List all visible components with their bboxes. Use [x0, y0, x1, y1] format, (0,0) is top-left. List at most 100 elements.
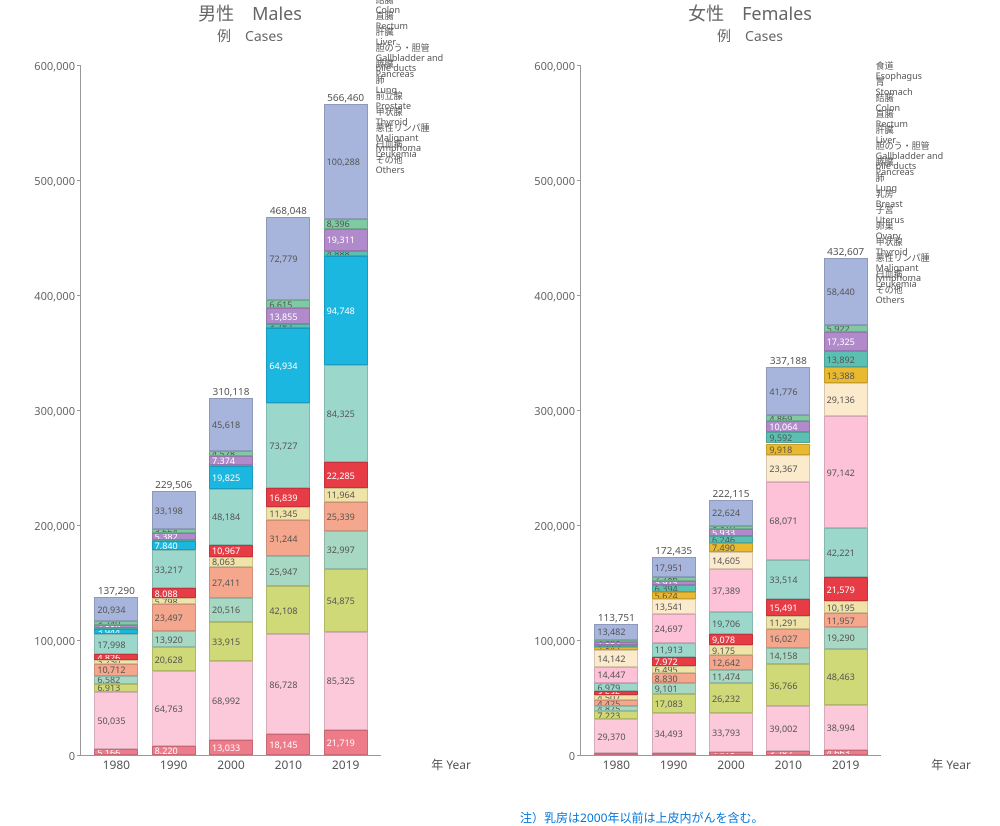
legend-esophagus: 食道Esophagus [876, 61, 922, 81]
y-tick-label: 300,000 [19, 404, 75, 419]
segment-lymphoma: 7,374 [209, 456, 253, 464]
segment-stomach: 38,994 [824, 705, 868, 750]
segment-colon: 36,766 [766, 664, 810, 706]
bar-total: 222,115 [709, 486, 753, 500]
segment-others: 45,618 [209, 398, 253, 450]
x-tick-label: 1980 [94, 756, 138, 773]
segment-rectum: 11,474 [709, 670, 753, 683]
segment-gall: 3,230 [94, 660, 138, 664]
y-tick-label: 500,000 [19, 174, 75, 189]
segment-breast: 97,142 [824, 416, 868, 528]
segment-others: 22,624 [709, 500, 753, 526]
segment-leukemia: 6,615 [266, 300, 310, 308]
y-tick-mark [577, 65, 581, 66]
segment-ovary: 7,490 [709, 543, 753, 552]
y-tick-mark [77, 295, 81, 296]
segment-others: 33,198 [152, 491, 196, 529]
segment-ovary: 13,388 [824, 367, 868, 382]
segment-others: 13,482 [594, 624, 638, 640]
segment-uterus: 14,142 [594, 650, 638, 666]
x-tick-label: 2000 [709, 756, 753, 773]
segment-stomach: 86,728 [266, 634, 310, 734]
segment-others: 58,440 [824, 258, 868, 325]
segment-others: 100,288 [324, 104, 368, 219]
stacked-bar: 3,28239,00236,76614,15816,02711,29115,49… [766, 367, 810, 755]
segment-gall: 10,195 [824, 601, 868, 613]
segment-prostate: 19,825 [209, 466, 253, 489]
bar-total: 337,188 [766, 353, 810, 367]
stacked-bar: 5,16650,0356,9136,58210,7123,2304,82617,… [94, 597, 138, 755]
y-tick-label: 400,000 [19, 289, 75, 304]
segment-thyroid: 13,892 [824, 351, 868, 367]
segment-colon: 54,875 [324, 569, 368, 632]
segment-lymphoma: 10,064 [766, 421, 810, 433]
segment-colon: 48,463 [824, 649, 868, 705]
segment-prostate: 64,934 [266, 328, 310, 403]
bar-total: 113,751 [594, 610, 638, 624]
panel-males: 男性 Males例 Cases0100,000200,000300,000400… [10, 0, 490, 800]
segment-liver: 16,027 [766, 629, 810, 647]
y-tick-label: 600,000 [19, 59, 75, 74]
segment-colon: 17,083 [652, 694, 696, 714]
panel-title: 男性 Males [10, 0, 490, 26]
segment-lymphoma: 3,915 [652, 581, 696, 586]
stacked-bar: 1,64034,49317,0839,1018,8306,4957,97211,… [652, 557, 696, 755]
y-tick-label: 500,000 [519, 174, 575, 189]
segment-gall: 6,495 [652, 666, 696, 673]
segment-lymphoma: 17,325 [824, 332, 868, 352]
segment-stomach: 33,793 [709, 713, 753, 752]
segment-gall: 5,798 [152, 598, 196, 605]
bar-total: 229,506 [152, 477, 196, 491]
chart-area: 0100,000200,000300,000400,000500,000600,… [80, 65, 381, 756]
segment-leukemia: 3,664 [152, 529, 196, 533]
segment-others: 17,951 [652, 557, 696, 578]
segment-esophagus: 18,145 [266, 734, 310, 755]
segment-colon: 42,108 [266, 586, 310, 634]
segment-stomach: 29,370 [594, 719, 638, 753]
stacked-bar: 2,41833,79326,23211,47412,6429,1759,0781… [709, 500, 753, 755]
segment-pancreas: 7,972 [652, 657, 696, 666]
segment-leukemia: 4,578 [209, 451, 253, 456]
x-tick-label: 2019 [824, 756, 868, 773]
segment-liver: 31,244 [266, 520, 310, 556]
segment-liver: 8,830 [652, 673, 696, 683]
y-tick-mark [577, 410, 581, 411]
segment-pancreas: 10,967 [209, 545, 253, 558]
y-tick-label: 100,000 [19, 634, 75, 649]
segment-esophagus: 5,166 [94, 749, 138, 755]
segment-thyroid: 6,394 [652, 585, 696, 592]
y-tick-label: 100,000 [519, 634, 575, 649]
segment-stomach: 39,002 [766, 706, 810, 751]
panel-females: 女性 Females例 Cases0100,000200,000300,0004… [510, 0, 990, 800]
y-tick-label: 200,000 [19, 519, 75, 534]
panel-subtitle: 例 Cases [510, 26, 990, 46]
segment-colon: 20,628 [152, 647, 196, 671]
segment-colon: 6,913 [94, 684, 138, 692]
stacked-bar: 4,66338,99448,46319,29011,95710,19521,57… [824, 258, 868, 755]
stacked-bar: 18,14586,72842,10825,94731,24411,34516,8… [266, 217, 310, 755]
segment-others: 20,934 [94, 597, 138, 621]
segment-pancreas: 22,285 [324, 462, 368, 488]
segment-stomach: 50,035 [94, 692, 138, 750]
segment-rectum: 25,947 [266, 556, 310, 586]
segment-prostate: 94,748 [324, 256, 368, 365]
segment-colon: 33,915 [209, 622, 253, 661]
y-tick-mark [77, 180, 81, 181]
segment-lung: 19,706 [709, 612, 753, 635]
y-tick-mark [77, 65, 81, 66]
segment-pancreas: 4,826 [94, 654, 138, 660]
x-tick-label: 1990 [652, 756, 696, 773]
stacked-bar: 8,22064,76320,62813,92023,4975,7988,0883… [152, 491, 196, 755]
y-tick-mark [77, 640, 81, 641]
segment-leukemia: 3,310 [709, 526, 753, 530]
y-tick-mark [77, 410, 81, 411]
segment-thyroid: 3,782 [266, 324, 310, 328]
segment-rectum: 9,101 [652, 683, 696, 693]
y-tick-mark [577, 755, 581, 756]
segment-prostate: 7,840 [152, 541, 196, 550]
segment-thyroid: 4,888 [324, 251, 368, 257]
segment-pancreas: 3,536 [594, 691, 638, 695]
segment-lung: 48,184 [209, 489, 253, 544]
segment-uterus: 13,541 [652, 599, 696, 615]
y-tick-mark [577, 180, 581, 181]
